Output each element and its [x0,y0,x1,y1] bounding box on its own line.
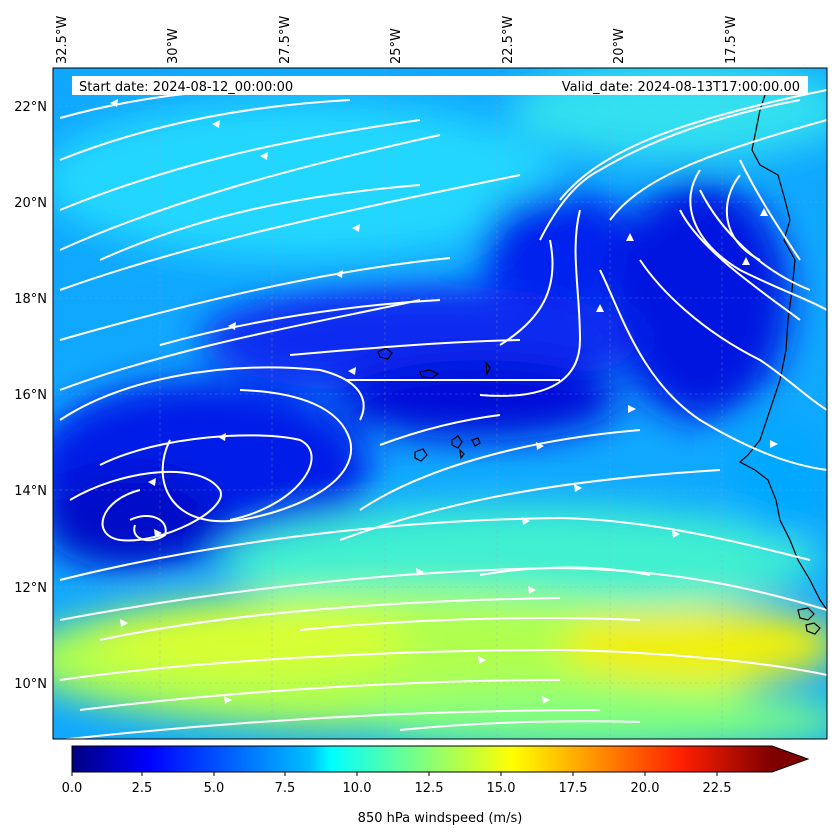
colorbar-tick: 5.0 [204,781,225,796]
lon-label-22-5w: 22.5°W [501,16,516,64]
colorbar-tick: 22.5 [703,781,732,796]
lat-label-22n: 22°N [14,100,47,115]
lat-label-20n: 20°N [14,196,47,211]
lat-label-10n: 10°N [14,677,47,692]
lon-label-17-5w: 17.5°W [724,16,739,64]
lat-label-12n: 12°N [14,581,47,596]
colorbar-tick: 0.0 [62,781,83,796]
streamlines [59,87,827,739]
windspeed-field [53,68,827,739]
colorbar-tick: 12.5 [415,781,444,796]
colorbar-extend-arrow [772,746,808,772]
colorbar-tick: 2.5 [132,781,153,796]
colorbar-outline [71,745,810,773]
lon-label-20w: 20°W [612,28,627,64]
start-date-label: Start date: 2024-08-12_00:00:00 [79,80,293,95]
lon-label-30w: 30°W [166,28,181,64]
lat-label-16n: 16°N [14,388,47,403]
map-frame [52,67,828,740]
colorbar-tick: 20.0 [631,781,660,796]
streamline-arrows [110,99,778,704]
colorbar-label: 850 hPa windspeed (m/s) [358,811,523,826]
colorbar-gradient [72,746,772,772]
lon-label-27-5w: 27.5°W [278,16,293,64]
graticule [53,68,827,739]
lat-label-14n: 14°N [14,484,47,499]
valid-date-label: Valid_date: 2024-08-13T17:00:00.00 [562,80,800,95]
lat-label-18n: 18°N [14,292,47,307]
colorbar-tick: 10.0 [343,781,372,796]
colorbar: 0.0 2.5 5.0 7.5 10.0 12.5 15.0 17.5 20.0… [62,745,810,826]
colorbar-tick: 15.0 [487,781,516,796]
lon-label-32-5w: 32.5°W [55,16,70,64]
colorbar-tick: 7.5 [275,781,296,796]
header-strip [72,76,808,95]
coastlines [377,79,827,635]
latitude-labels: 22°N 20°N 18°N 16°N 14°N 12°N 10°N [14,100,47,692]
colorbar-tick: 17.5 [559,781,588,796]
longitude-labels: 32.5°W 30°W 27.5°W 25°W 22.5°W 20°W 17.5… [55,16,739,64]
lon-label-25w: 25°W [389,28,404,64]
